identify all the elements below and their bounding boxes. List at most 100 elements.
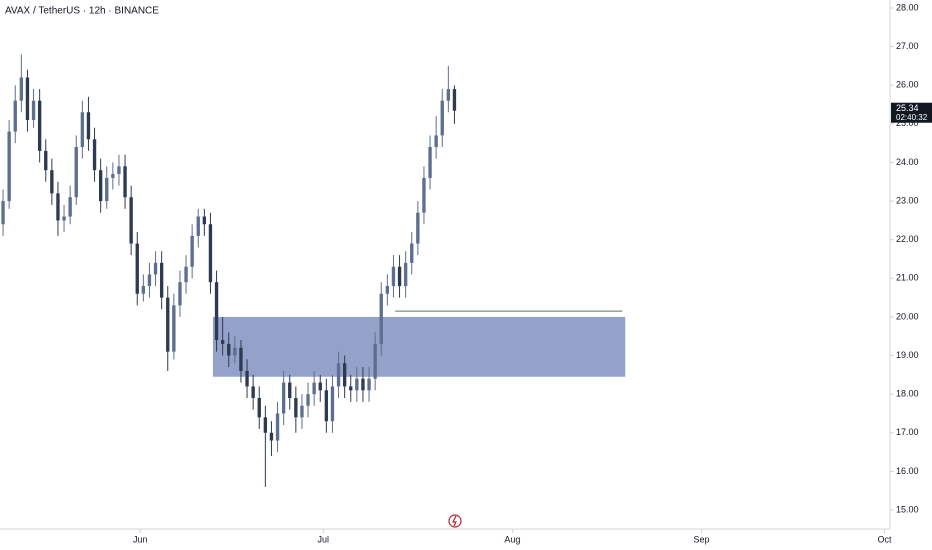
candle-body	[403, 262, 408, 287]
candle-body	[117, 166, 121, 175]
candle-body	[98, 170, 103, 202]
candle-body	[153, 262, 158, 275]
candle-body	[294, 398, 298, 418]
candle-body	[44, 150, 48, 171]
candle-body	[336, 363, 341, 387]
candle-body	[184, 266, 188, 283]
candle-body	[385, 286, 390, 294]
y-tick-label: 27.00	[896, 41, 919, 51]
candle-body	[355, 378, 359, 391]
candle-body	[220, 340, 225, 344]
candle-body	[178, 282, 182, 306]
candle-body	[312, 382, 316, 395]
last-price-box	[891, 102, 932, 123]
x-tick-label: Sep	[693, 534, 709, 544]
candle-body	[68, 197, 72, 217]
candle-body	[31, 100, 36, 120]
candle-body	[269, 432, 274, 441]
candle-body	[281, 382, 286, 414]
candle-body	[80, 112, 85, 148]
replay-icon[interactable]	[448, 514, 462, 528]
candle-body	[50, 170, 54, 194]
candle-body	[391, 266, 396, 287]
y-tick-label: 22.00	[896, 234, 919, 244]
candle-body	[159, 262, 164, 298]
y-tick-label: 26.00	[896, 80, 919, 90]
candle-body	[342, 363, 347, 387]
y-tick-label: 23.00	[896, 195, 919, 205]
y-tick-label: 17.00	[896, 427, 919, 437]
y-tick-label: 20.00	[896, 311, 919, 321]
candle-body	[239, 347, 243, 371]
candle-body	[190, 235, 194, 267]
candle-body	[62, 216, 66, 221]
candle-body	[379, 293, 383, 344]
candle-body	[208, 224, 213, 283]
candle-body	[166, 297, 170, 352]
candle-body	[86, 112, 91, 140]
y-tick-label: 15.00	[896, 504, 919, 514]
x-tick-label: Oct	[877, 534, 892, 544]
candle-body	[202, 216, 207, 225]
candle-body	[318, 382, 322, 391]
candle-body	[324, 390, 329, 422]
candle-body	[25, 77, 30, 120]
candle-body	[263, 417, 268, 433]
plot-area	[1, 54, 626, 487]
countdown-label: 02:40:32	[896, 113, 928, 122]
candle-body	[440, 100, 444, 136]
candle-body	[452, 89, 457, 111]
candle-body	[105, 177, 109, 202]
axes: 15.00 16.00 17.00 18.00 19.00 20.00 21.00 22.00…	[133, 2, 932, 544]
y-tick-label: 18.00	[896, 389, 919, 399]
candle-body	[111, 174, 115, 178]
candle-body	[373, 343, 377, 379]
candle-body	[251, 386, 255, 399]
candle-body	[330, 386, 335, 422]
candle-body	[56, 193, 60, 221]
candle-body	[19, 77, 24, 101]
candle-body	[74, 147, 78, 198]
candle-body	[288, 382, 292, 399]
demand-zone	[212, 316, 626, 377]
candle-body	[422, 177, 426, 213]
candle-body	[367, 378, 371, 391]
candle-body	[7, 131, 11, 202]
candle-body	[446, 89, 451, 101]
candle-body	[135, 243, 139, 294]
candle-body	[410, 243, 414, 263]
x-tick-label: Jul	[318, 534, 330, 544]
candle-body	[245, 370, 249, 387]
candle-body	[92, 139, 97, 171]
candle-body	[275, 413, 280, 441]
candle-body	[141, 286, 146, 294]
candle-body	[214, 282, 219, 341]
y-tick-label: 19.00	[896, 350, 919, 360]
candle-body	[397, 266, 402, 287]
candle-body	[1, 201, 5, 225]
candle-body	[196, 216, 200, 236]
candle-body	[434, 135, 438, 148]
candle-body	[123, 166, 127, 198]
chart-title: AVAX / TetherUS · 12h · BINANCE	[5, 6, 159, 17]
y-tick-label: 16.00	[896, 466, 919, 476]
candle-body	[257, 398, 261, 418]
candle-body	[147, 274, 152, 287]
candle-body	[172, 305, 176, 352]
candle-body	[349, 386, 353, 391]
x-tick-label: Aug	[504, 534, 520, 544]
candle-body	[37, 100, 42, 151]
candle-body	[428, 147, 432, 178]
candle-body	[13, 100, 17, 132]
candle-body	[129, 197, 133, 244]
candle-body	[233, 347, 237, 356]
x-tick-label: Jun	[133, 534, 148, 544]
candle-body	[306, 394, 310, 406]
last-price-label: 25.34	[896, 103, 919, 113]
candle-body	[416, 212, 420, 244]
candle-body	[227, 343, 231, 356]
y-tick-label: 28.00	[896, 2, 919, 12]
y-tick-label: 24.00	[896, 157, 919, 167]
